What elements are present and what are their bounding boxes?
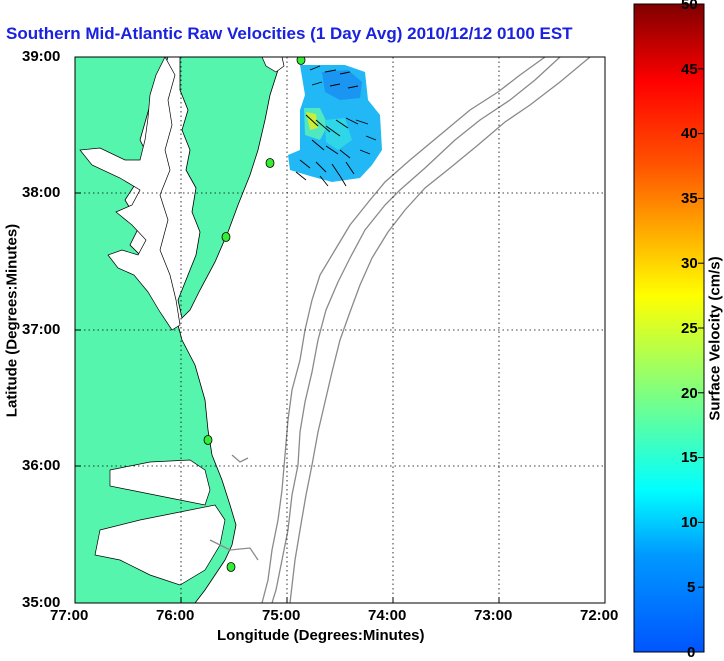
radar-site-marker: [222, 233, 230, 242]
x-tick-label: 77:00: [50, 607, 88, 624]
colorbar-tick-label: 50: [681, 0, 698, 13]
y-axis-label: Latitude (Degrees:Minutes): [4, 221, 21, 421]
radar-site-marker: [227, 563, 235, 572]
colorbar-tick-label: 25: [681, 320, 698, 337]
radar-site-marker: [266, 159, 274, 168]
x-tick-label: 74:00: [368, 607, 406, 624]
x-tick-label: 75:00: [262, 607, 300, 624]
x-axis-label: Longitude (Degrees:Minutes): [217, 627, 425, 644]
colorbar-label: Surface Velocity (cm/s): [707, 239, 724, 439]
x-tick-label: 72:00: [580, 607, 618, 624]
colorbar-tick-label: 35: [681, 190, 698, 207]
colorbar-tick-label: 20: [681, 385, 698, 402]
colorbar-tick-label: 30: [681, 255, 698, 272]
colorbar-tick-label: 45: [681, 61, 698, 78]
y-tick-label: 36:00: [22, 457, 60, 474]
x-tick-label: 73:00: [474, 607, 512, 624]
y-tick-label: 37:00: [22, 321, 60, 338]
colorbar-tick-label: 40: [681, 125, 698, 142]
y-tick-label: 39:00: [22, 48, 60, 65]
colorbar-tick-label: 0: [687, 644, 695, 661]
x-tick-label: 76:00: [156, 607, 194, 624]
colorbar-tick-label: 10: [681, 514, 698, 531]
y-tick-label: 38:00: [22, 184, 60, 201]
radar-site-marker: [204, 436, 212, 445]
colorbar-tick-label: 5: [687, 579, 695, 596]
colorbar-tick-label: 15: [681, 449, 698, 466]
